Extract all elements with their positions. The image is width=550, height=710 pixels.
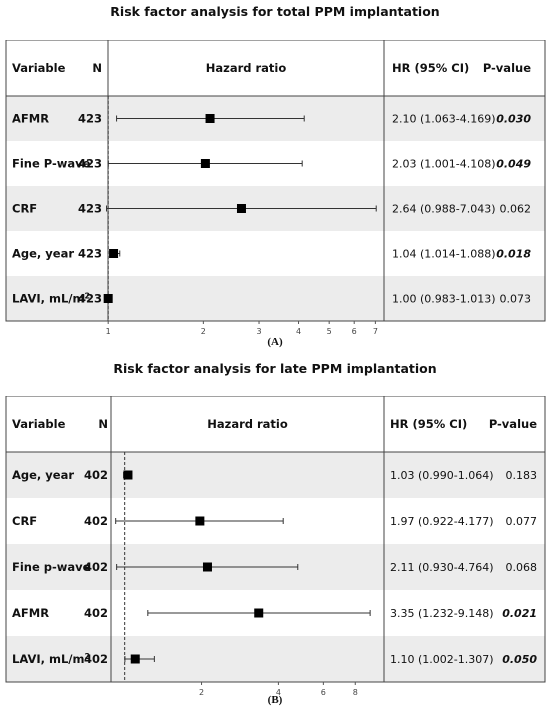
panel-b-p-value: 0.050 bbox=[502, 653, 537, 666]
panel-a-header-variable: Variable bbox=[12, 61, 66, 75]
panel-b-p-value: 0.068 bbox=[506, 561, 538, 574]
panel-b-header-n: N bbox=[98, 417, 108, 431]
panel-b-header-hr: HR (95% CI) bbox=[390, 417, 467, 431]
panel-b-variable-label: Fine p-wave bbox=[12, 560, 91, 574]
panel-b-hr-marker bbox=[254, 608, 264, 618]
panel-b-tick-label: 4 bbox=[276, 688, 281, 696]
panel-a-n-value: 423 bbox=[78, 292, 102, 306]
panel-b-n-value: 402 bbox=[84, 606, 108, 620]
panel-b-hr-text: 1.10 (1.002-1.307) bbox=[390, 653, 494, 666]
panel-a-n-value: 423 bbox=[78, 112, 102, 126]
panel-b-n-value: 402 bbox=[84, 514, 108, 528]
panel-b-header-hazard-ratio: Hazard ratio bbox=[207, 417, 288, 431]
panel-a-hr-marker bbox=[205, 114, 215, 123]
panel-a-tick-label: 1 bbox=[106, 327, 111, 336]
panel-b-title: Risk factor analysis for late PPM implan… bbox=[113, 361, 437, 376]
panel-b-tick-label: 2 bbox=[199, 688, 204, 696]
panel-a-hr-marker bbox=[236, 204, 246, 213]
panel-a-p-value: 0.049 bbox=[496, 158, 531, 171]
panel-b-label: (B) bbox=[267, 694, 283, 706]
panel-b-n-value: 402 bbox=[84, 560, 108, 574]
panel-a-hr-text: 2.64 (0.988-7.043) bbox=[392, 203, 496, 216]
panel-b-hr-text: 2.11 (0.930-4.764) bbox=[390, 561, 494, 574]
panel-b-header-variable: Variable bbox=[12, 417, 66, 431]
panel-b-p-value: 0.021 bbox=[502, 607, 537, 620]
panel-a-hr-text: 1.00 (0.983-1.013) bbox=[392, 293, 496, 306]
panel-a-header-hr: HR (95% CI) bbox=[392, 61, 469, 75]
panel-a-row-stripe bbox=[6, 276, 545, 321]
panel-b-n-value: 402 bbox=[84, 468, 108, 482]
panel-a-variable-label: LAVI, mL/m2 bbox=[12, 291, 90, 306]
panel-a-n-value: 423 bbox=[78, 247, 102, 261]
panel-a-hr-text: 2.10 (1.063-4.169) bbox=[392, 113, 496, 126]
panel-a-n-value: 423 bbox=[78, 202, 102, 216]
panel-a-p-value: 0.018 bbox=[496, 248, 531, 261]
panel-b-hr-marker bbox=[195, 516, 205, 526]
panel-b-variable-label: Age, year bbox=[12, 468, 74, 482]
panel-a-tick-label: 6 bbox=[352, 327, 357, 336]
panel-a-hr-marker bbox=[109, 249, 119, 258]
panel-b-variable-label: AFMR bbox=[12, 606, 49, 620]
panel-a-variable-label: Age, year bbox=[12, 247, 74, 261]
panel-a-hr-marker bbox=[200, 159, 210, 168]
panel-b-row-stripe bbox=[6, 452, 545, 498]
panel-a-hr-text: 2.03 (1.001-4.108) bbox=[392, 158, 496, 171]
panel-b-header-pvalue: P-value bbox=[489, 417, 537, 431]
panel-a-p-value: 0.073 bbox=[500, 293, 532, 306]
panel-a-variable-label: AFMR bbox=[12, 112, 49, 126]
panel-a-hr-marker bbox=[103, 294, 113, 303]
panel-a-variable-label: CRF bbox=[12, 202, 37, 216]
panel-b-hr-marker bbox=[123, 470, 133, 480]
panel-b-tick-label: 8 bbox=[353, 688, 358, 696]
panel-a-tick-label: 3 bbox=[256, 327, 261, 336]
panel-a-variable-label: Fine P-wave bbox=[12, 157, 91, 171]
forest-plot-a: Variable N Hazard ratio HR (95% CI) P-value A… bbox=[5, 40, 546, 336]
panel-b-hr-marker bbox=[202, 562, 212, 572]
panel-b-row-stripe bbox=[6, 636, 545, 682]
panel-a-frame bbox=[5, 40, 546, 322]
panel-a-header-n: N bbox=[92, 61, 102, 75]
panel-b-variable-label: CRF bbox=[12, 514, 37, 528]
panel-b-tick-label: 6 bbox=[321, 688, 326, 696]
panel-a-n-value: 423 bbox=[78, 157, 102, 171]
panel-a-tick-label: 7 bbox=[373, 327, 378, 336]
panel-a-label: (A) bbox=[267, 336, 283, 348]
panel-a-header-pvalue: P-value bbox=[483, 61, 531, 75]
panel-a-tick-label: 5 bbox=[327, 327, 332, 336]
panel-b-frame bbox=[5, 396, 546, 683]
panel-a-tick-label: 4 bbox=[296, 327, 301, 336]
panel-b-hr-text: 3.35 (1.232-9.148) bbox=[390, 607, 494, 620]
panel-b-hr-text: 1.97 (0.922-4.177) bbox=[390, 515, 494, 528]
panel-b-hr-text: 1.03 (0.990-1.064) bbox=[390, 469, 494, 482]
panel-b-variable-label: LAVI, mL/m2 bbox=[12, 652, 90, 667]
panel-a-header-hazard-ratio: Hazard ratio bbox=[206, 61, 287, 75]
forest-plot-b: Variable N Hazard ratio HR (95% CI) P-value A… bbox=[5, 396, 546, 696]
panel-b-p-value: 0.077 bbox=[506, 515, 538, 528]
panel-b-p-value: 0.183 bbox=[506, 469, 538, 482]
panel-b-hr-marker bbox=[130, 654, 140, 664]
panel-a-hr-text: 1.04 (1.014-1.088) bbox=[392, 248, 496, 261]
panel-a-title: Risk factor analysis for total PPM impla… bbox=[110, 4, 440, 19]
panel-a-p-value: 0.062 bbox=[500, 203, 532, 216]
panel-a-p-value: 0.030 bbox=[496, 113, 531, 126]
panel-b-n-value: 402 bbox=[84, 652, 108, 666]
panel-a-tick-label: 2 bbox=[201, 327, 206, 336]
